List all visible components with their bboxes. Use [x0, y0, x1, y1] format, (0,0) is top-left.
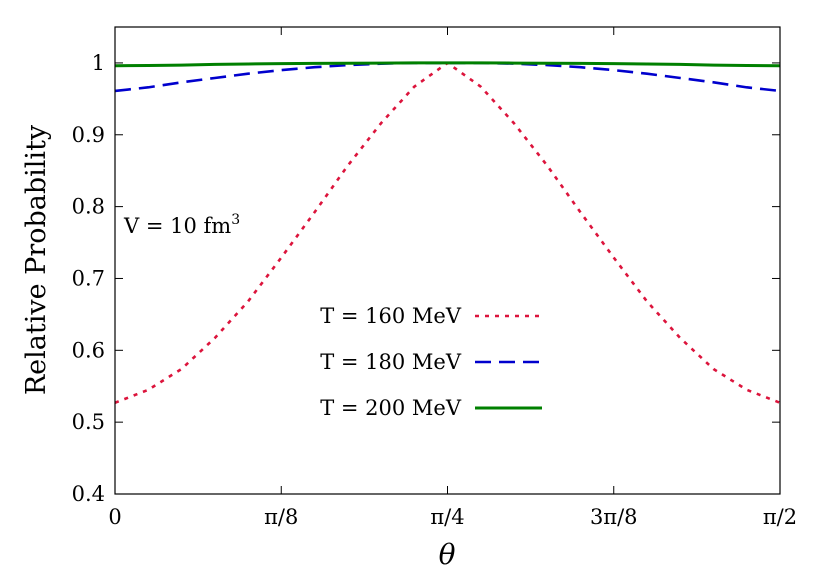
series-line	[114, 61, 781, 68]
x-tick-label: 3π/8	[590, 505, 638, 529]
legend-label: T = 160 MeV	[320, 304, 462, 328]
legend-label: T = 180 MeV	[320, 350, 462, 374]
legend-label: T = 200 MeV	[320, 396, 462, 420]
labels-layer: 0.4 0.5 0.6 0.7 0.8 0.9 1 0 π/8 π/4 3π/8 π/2	[72, 51, 798, 529]
y-tick-label: 0.5	[72, 410, 105, 434]
x-tick-label: π/8	[264, 505, 298, 529]
y-tick-label: 0.4	[72, 482, 105, 506]
series-layer	[114, 61, 781, 404]
x-tick-label: π/2	[763, 505, 797, 529]
y-axis-title: Relative Probability	[21, 124, 52, 395]
y-tick-label: 0.7	[72, 266, 105, 290]
volume-annotation: V = 10 fm3	[123, 212, 240, 238]
ticks-layer	[114, 27, 781, 495]
x-tick-label: π/4	[430, 505, 464, 529]
series-line	[114, 61, 781, 93]
x-axis-title: θ	[439, 538, 456, 571]
y-tick-label: 0.9	[72, 123, 105, 147]
y-tick-label: 0.6	[72, 338, 105, 362]
volume-annotation-superscript: 3	[231, 212, 240, 228]
volume-annotation-text: V = 10 fm	[123, 214, 231, 238]
y-tick-label: 1	[92, 51, 105, 75]
y-tick-label: 0.8	[72, 195, 105, 219]
legend: T = 160 MeV T = 180 MeV T = 200 MeV	[320, 304, 542, 420]
x-tick-label: 0	[108, 505, 121, 529]
plot-frame	[114, 26, 781, 495]
